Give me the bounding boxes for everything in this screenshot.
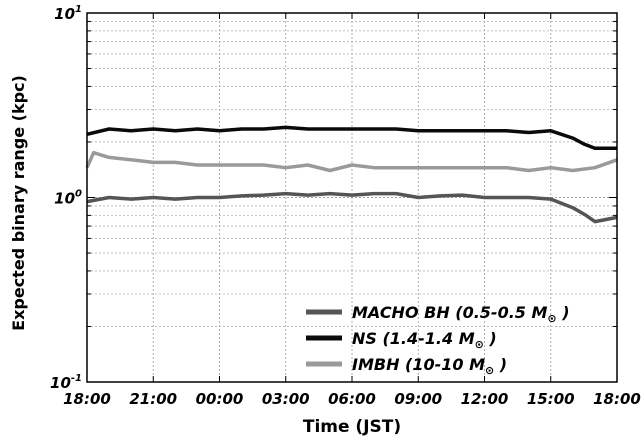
legend: MACHO BH (0.5-0.5 M⊙ ) NS (1.4-1.4 M⊙ ) IM… <box>306 303 570 377</box>
legend-label: NS (1.4-1.4 M⊙ ) <box>352 329 497 351</box>
x-tick-label: 03:00 <box>262 390 310 408</box>
legend-label: IMBH (10-10 M⊙ ) <box>352 355 507 377</box>
x-tick-label: 12:00 <box>461 390 509 408</box>
x-tick-label: 18:00 <box>63 390 111 408</box>
x-axis-ticks: 18:00 21:00 00:00 03:00 06:00 09:00 12:00 15:00… <box>63 13 641 408</box>
x-tick-label: 06:00 <box>328 390 376 408</box>
y-tick-label: 100 <box>54 189 82 208</box>
legend-label: MACHO BH (0.5-0.5 M⊙ ) <box>352 303 570 325</box>
y-tick-label: 101 <box>54 4 82 23</box>
y-axis-label: Expected binary range (kpc) <box>9 75 28 331</box>
x-tick-label: 18:00 <box>593 390 641 408</box>
x-tick-label: 21:00 <box>129 390 177 408</box>
series-line <box>86 191 618 224</box>
x-axis-label: Time (JST) <box>303 417 401 437</box>
y-tick-label: 10-1 <box>50 373 82 392</box>
series-line <box>86 125 617 150</box>
x-tick-label: 09:00 <box>394 390 442 408</box>
x-tick-label: 00:00 <box>196 390 244 408</box>
x-tick-label: 15:00 <box>527 390 575 408</box>
series-line <box>85 150 618 173</box>
y-axis-ticks: 101 100 10-1 <box>50 4 617 392</box>
series-layer <box>85 125 618 224</box>
